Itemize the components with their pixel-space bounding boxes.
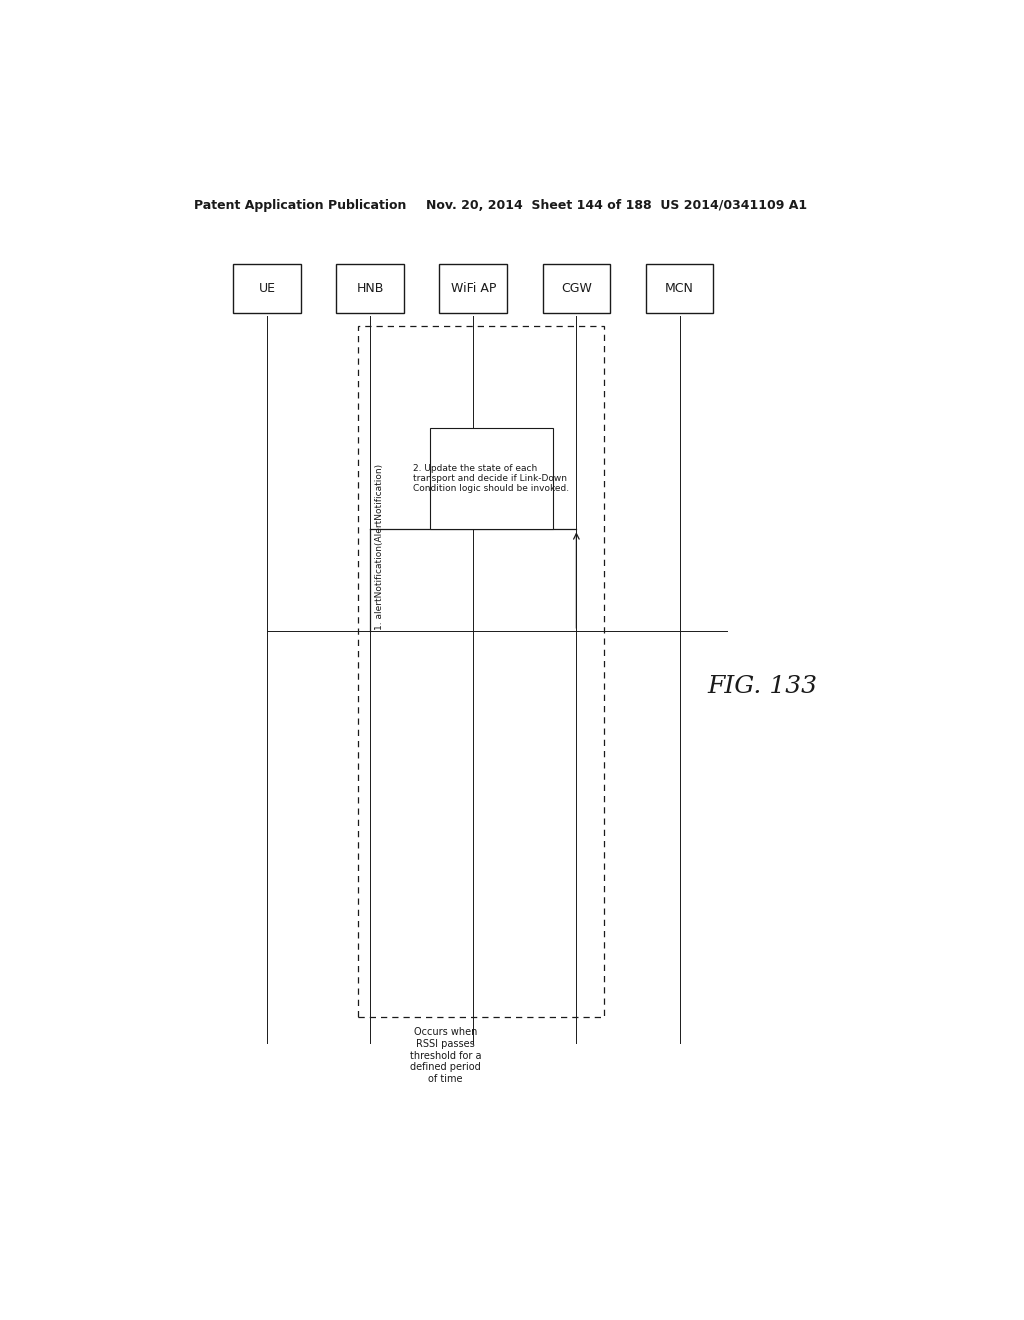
- Text: 2. Update the state of each
transport and decide if Link-Down
Condition logic sh: 2. Update the state of each transport an…: [413, 463, 569, 494]
- Text: Occurs when
RSSI passes
threshold for a
defined period
of time: Occurs when RSSI passes threshold for a …: [410, 1027, 481, 1084]
- Bar: [646, 264, 714, 313]
- Text: WiFi AP: WiFi AP: [451, 282, 496, 294]
- Bar: [233, 264, 301, 313]
- Text: 1. alertNotification(AlertNotification): 1. alertNotification(AlertNotification): [375, 463, 384, 630]
- Bar: [358, 326, 604, 1018]
- Text: HNB: HNB: [356, 282, 384, 294]
- Text: CGW: CGW: [561, 282, 592, 294]
- Text: MCN: MCN: [666, 282, 694, 294]
- Bar: [439, 264, 507, 313]
- Text: UE: UE: [258, 282, 275, 294]
- Bar: [543, 264, 610, 313]
- Bar: [336, 264, 403, 313]
- Text: Nov. 20, 2014  Sheet 144 of 188  US 2014/0341109 A1: Nov. 20, 2014 Sheet 144 of 188 US 2014/0…: [426, 199, 807, 213]
- Text: Patent Application Publication: Patent Application Publication: [194, 199, 407, 213]
- Text: FIG. 133: FIG. 133: [708, 676, 817, 698]
- Bar: [430, 428, 553, 529]
